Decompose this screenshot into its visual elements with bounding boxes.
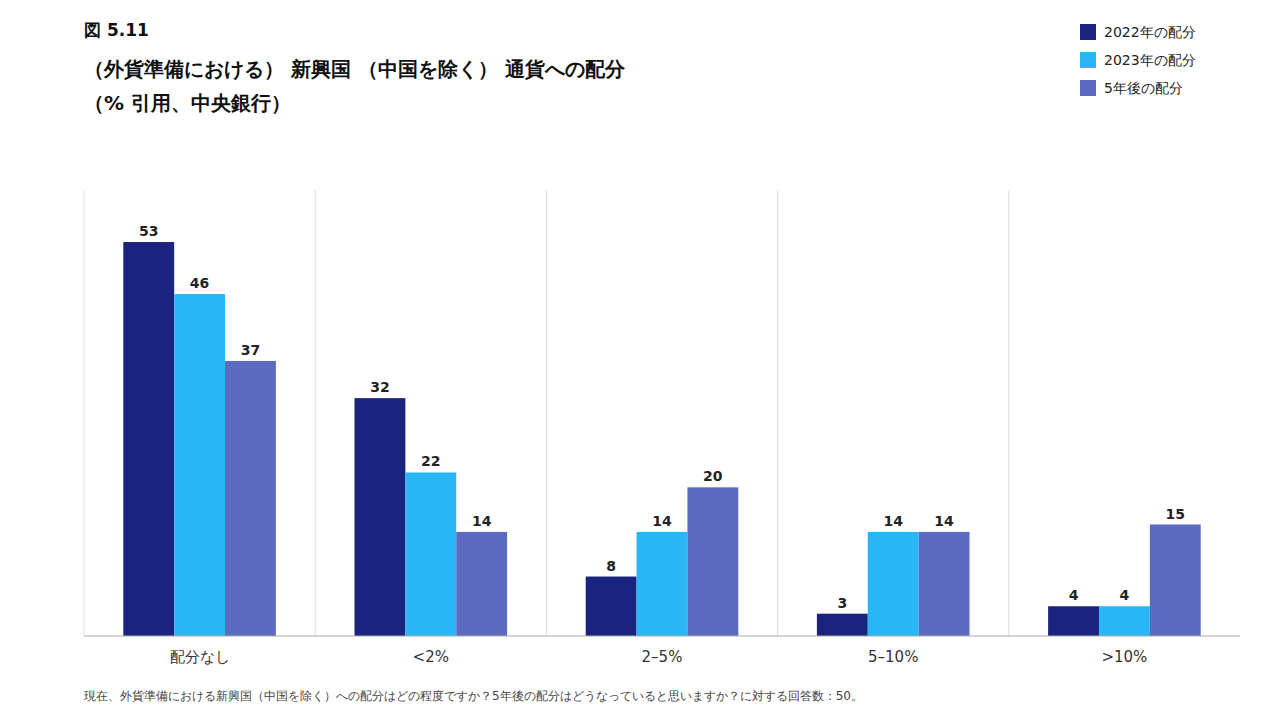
bar: [174, 294, 225, 636]
group-separator: [1008, 190, 1009, 636]
data-label: 14: [883, 513, 903, 529]
bar: [1048, 606, 1099, 636]
data-label: 22: [421, 453, 440, 469]
data-label: 14: [934, 513, 954, 529]
bar: [1150, 525, 1201, 637]
data-label: 37: [241, 342, 260, 358]
bar: [687, 487, 738, 636]
x-axis-line: [84, 636, 1240, 637]
subtitle: （外貨準備における） 新興国 （中国を除く） 通貨への配分: [84, 57, 626, 81]
legend-label: 2022年の配分: [1104, 24, 1196, 40]
bar: [919, 532, 970, 636]
group-separator: [546, 190, 547, 636]
background: [0, 0, 1280, 720]
bar: [225, 361, 276, 636]
data-label: 3: [837, 595, 847, 611]
title: 図 5.11: [84, 20, 149, 40]
bar: [817, 614, 868, 636]
bar: [1099, 606, 1150, 636]
bar: [123, 242, 174, 636]
data-label: 4: [1069, 587, 1079, 603]
x-tick-label: 5–10%: [868, 648, 918, 666]
data-label: 53: [139, 223, 158, 239]
footnote: 現在、外貨準備における新興国（中国を除く）への配分はどの程度ですか？5年後の配分…: [84, 689, 863, 703]
data-label: 14: [472, 513, 492, 529]
x-tick-label: >10%: [1101, 648, 1147, 666]
data-label: 15: [1166, 506, 1185, 522]
data-label: 4: [1120, 587, 1130, 603]
data-label: 20: [703, 468, 723, 484]
data-label: 14: [652, 513, 672, 529]
bar: [868, 532, 919, 636]
bar: [586, 577, 637, 636]
data-labels: 53 32 8 3 4 46 22 14 14 4 37 14 20 14 15: [139, 223, 1185, 611]
chart: 図 5.11 （外貨準備における） 新興国 （中国を除く） 通貨への配分 （% 引用…: [0, 0, 1280, 720]
group-separator: [315, 190, 316, 636]
bars: [123, 242, 1200, 636]
y-axis-line: [84, 190, 85, 636]
bar: [405, 472, 456, 636]
group-separator: [777, 190, 778, 636]
legend: 2022年の配分 2023年の配分 5年後の配分: [1080, 24, 1196, 96]
data-label: 8: [606, 558, 616, 574]
legend-swatch: [1080, 80, 1096, 96]
bar: [637, 532, 688, 636]
chart-container: 図 5.11 （外貨準備における） 新興国 （中国を除く） 通貨への配分 （% 引用…: [0, 0, 1280, 720]
bar: [355, 398, 406, 636]
data-label: 46: [190, 275, 209, 291]
legend-label: 5年後の配分: [1104, 80, 1183, 96]
bar: [456, 532, 507, 636]
x-tick-label: 配分なし: [170, 648, 230, 666]
legend-label: 2023年の配分: [1104, 52, 1196, 68]
legend-swatch: [1080, 52, 1096, 68]
legend-swatch: [1080, 24, 1096, 40]
x-tick-label: 2–5%: [642, 648, 683, 666]
data-label: 32: [370, 379, 389, 395]
subtitle: （% 引用、中央銀行）: [84, 91, 291, 115]
x-tick-label: <2%: [413, 648, 449, 666]
